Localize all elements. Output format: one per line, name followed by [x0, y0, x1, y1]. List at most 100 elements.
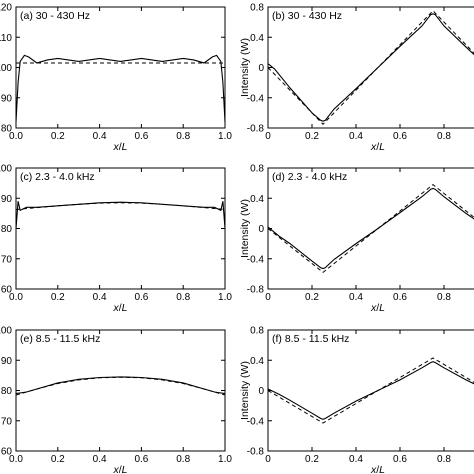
x-axis-label: x/L	[112, 141, 127, 153]
x-tick-label: 0.0	[9, 131, 23, 142]
plot-frame	[267, 167, 474, 290]
x-tick-label: 0	[265, 292, 271, 303]
x-tick-label: 0.4	[349, 454, 363, 465]
x-tick-label: 0.6	[134, 454, 148, 465]
y-tick-label: -0.4	[247, 93, 265, 104]
y-tick-label: -0.8	[247, 285, 265, 296]
y-tick-label: -0.4	[247, 416, 265, 427]
x-tick-label: 1.0	[218, 131, 232, 142]
series-solid-line	[268, 13, 474, 122]
x-tick-label: 0.2	[305, 292, 319, 303]
y-tick-label: -0.4	[247, 254, 265, 265]
y-tick-label: 0.4	[250, 33, 264, 44]
y-axis-label: Intensity (W)	[239, 38, 251, 97]
y-tick-label: 110	[0, 33, 12, 44]
series-solid-line	[16, 201, 225, 229]
x-tick-label: 0.6	[134, 292, 148, 303]
x-tick-label: 0.4	[93, 454, 107, 465]
panel-annotation: (b) 30 - 430 Hz	[272, 10, 342, 22]
y-axis-label: Intensity (W)	[239, 199, 251, 258]
x-tick-label: 0.2	[305, 131, 319, 142]
y-tick-label: 0.8	[250, 164, 264, 175]
x-tick-label: 0.4	[349, 292, 363, 303]
y-axis-label: Intensity (W)	[239, 361, 251, 420]
x-tick-label: 0.8	[437, 131, 451, 142]
y-tick-label: 120	[0, 3, 12, 14]
x-tick-label: 0.4	[93, 292, 107, 303]
x-tick-label: 0.8	[176, 131, 190, 142]
y-tick-label: 90	[1, 194, 13, 205]
x-tick-label: 0.6	[393, 292, 407, 303]
y-tick-label: 0	[258, 224, 264, 235]
x-tick-label: 1.0	[218, 454, 232, 465]
y-tick-label: 0	[258, 386, 264, 397]
x-tick-label: 0.8	[176, 454, 190, 465]
y-tick-label: 70	[1, 416, 13, 427]
x-tick-label: 0.8	[176, 292, 190, 303]
y-tick-label: 90	[1, 93, 13, 104]
x-axis-label: x/L	[112, 302, 127, 314]
x-tick-label: 0.8	[437, 454, 451, 465]
x-axis-label: x/L	[370, 302, 385, 314]
panel-annotation: (f) 8.5 - 11.5 kHz	[272, 333, 349, 345]
y-tick-label: -0.8	[247, 124, 265, 135]
y-tick-label: 0	[258, 63, 264, 74]
x-tick-label: 0.2	[51, 131, 65, 142]
x-tick-label: 0.2	[51, 454, 65, 465]
x-tick-label: 0.6	[134, 131, 148, 142]
x-tick-label: 0.4	[93, 131, 107, 142]
y-tick-label: 60	[1, 285, 13, 296]
panel-annotation: (c) 2.3 - 4.0 kHz	[20, 171, 95, 183]
x-tick-label: 0.2	[305, 454, 319, 465]
x-tick-label: 0.6	[393, 131, 407, 142]
series-solid-line	[268, 187, 474, 270]
y-tick-label: 100	[0, 164, 12, 175]
x-tick-label: 0.0	[9, 292, 23, 303]
y-tick-label: 80	[1, 386, 13, 397]
plot-frame	[15, 6, 226, 129]
y-tick-label: 0.4	[250, 356, 264, 367]
panel-f: 0 0.2 0.4 0.6 0.8 -0.8 -0.4 0 0.4 0.8 x/L Intensity…	[239, 326, 474, 474]
x-tick-label: 0.0	[9, 454, 23, 465]
x-tick-label: 0	[265, 131, 271, 142]
series-solid-line	[16, 376, 225, 395]
panel-e: 0.0 0.2 0.4 0.6 0.8 1.0 60 70 80 90 100 x/L (e) 8.5 …	[0, 326, 232, 474]
x-tick-label: 0.4	[349, 131, 363, 142]
y-tick-label: 90	[1, 356, 13, 367]
y-tick-label: 100	[0, 63, 12, 74]
x-tick-label: 0.6	[393, 454, 407, 465]
y-tick-label: 0.8	[250, 326, 264, 337]
x-tick-label: 0	[265, 454, 271, 465]
series-solid-line	[16, 54, 225, 122]
y-tick-label: 70	[1, 254, 13, 265]
series-solid-line	[268, 361, 474, 420]
x-tick-label: 1.0	[218, 292, 232, 303]
plot-frame	[15, 329, 226, 452]
series-dashed-line	[268, 357, 474, 424]
y-tick-label: 0.8	[250, 3, 264, 14]
plot-frame	[15, 167, 226, 290]
y-tick-label: 80	[1, 224, 13, 235]
panel-annotation: (e) 8.5 - 11.5 kHz	[20, 333, 100, 345]
y-tick-label: 80	[1, 124, 13, 135]
series-dashed-line	[268, 10, 474, 125]
series-dashed-line	[268, 184, 474, 273]
y-tick-label: 0.4	[250, 194, 264, 205]
x-axis-label: x/L	[112, 464, 127, 474]
panel-annotation: (d) 2.3 - 4.0 kHz	[272, 171, 347, 183]
panel-b: 0 0.2 0.4 0.6 0.8 -0.8 -0.4 0 0.4 0.8 x/L Intensity…	[239, 3, 474, 153]
plot-frame	[267, 329, 474, 452]
x-axis-label: x/L	[370, 141, 385, 153]
panel-c: 0.0 0.2 0.4 0.6 0.8 1.0 60 70 80 90 100 x/L (c) 2.3 …	[0, 164, 232, 315]
x-tick-label: 0.8	[437, 292, 451, 303]
y-tick-label: 100	[0, 326, 12, 337]
series-dashed-line	[16, 376, 225, 396]
y-tick-label: 60	[1, 447, 13, 458]
panel-annotation: (a) 30 - 430 Hz	[20, 10, 90, 22]
panel-a: 0.0 0.2 0.4 0.6 0.8 1.0 80 90 100 110 120 x/L (a) 30…	[0, 3, 232, 154]
x-axis-label: x/L	[370, 464, 385, 474]
y-tick-label: -0.8	[247, 447, 265, 458]
panel-d: 0 0.2 0.4 0.6 0.8 -0.8 -0.4 0 0.4 0.8 x/L Intensity…	[239, 164, 474, 314]
x-tick-label: 0.2	[51, 292, 65, 303]
